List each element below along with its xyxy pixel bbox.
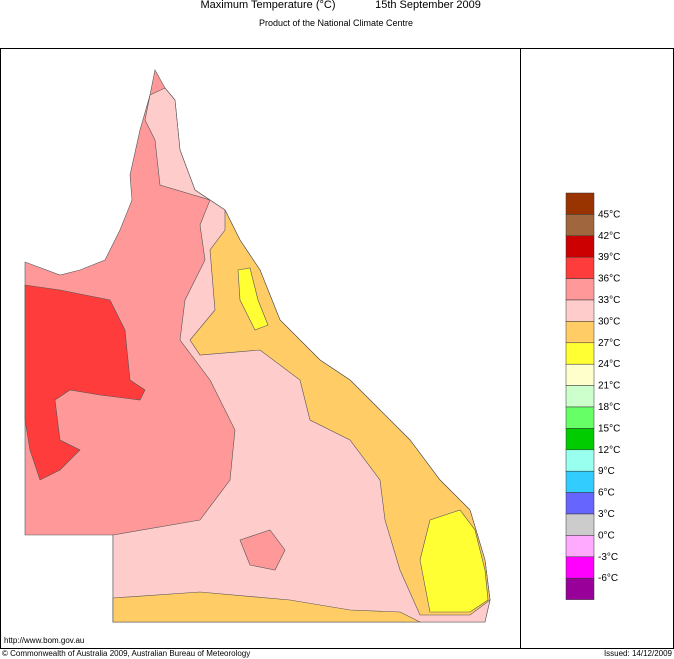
legend-label: 18°C — [598, 402, 620, 413]
legend-label: 45°C — [598, 209, 620, 220]
legend-swatch — [565, 385, 595, 408]
legend-label: 12°C — [598, 445, 620, 456]
legend-swatch — [565, 577, 595, 600]
legend-label: -3°C — [598, 552, 618, 563]
legend-swatch — [565, 192, 595, 215]
legend-label: -6°C — [598, 573, 618, 584]
legend-label: 0°C — [598, 530, 615, 541]
legend-swatch — [565, 321, 595, 344]
legend-label: 30°C — [598, 316, 620, 327]
region-27 — [189, 209, 491, 616]
legend-frame — [520, 48, 674, 649]
region-36 — [24, 284, 146, 481]
legend-label: 3°C — [598, 509, 615, 520]
issued: Issued: 14/12/2009 — [604, 649, 673, 658]
legend-label: 9°C — [598, 466, 615, 477]
map-regions — [24, 69, 491, 623]
legend-label: 21°C — [598, 381, 620, 392]
legend-swatch — [565, 449, 595, 472]
legend-swatch — [565, 278, 595, 301]
legend-label: 15°C — [598, 423, 620, 434]
legend-swatch — [565, 363, 595, 386]
legend-swatch — [565, 299, 595, 322]
legend-swatch — [565, 342, 595, 365]
legend-label: 33°C — [598, 295, 620, 306]
legend-label: 27°C — [598, 338, 620, 349]
legend-label: 42°C — [598, 231, 620, 242]
legend: 45°C 42°C 39°C 36°C 33°C 30°C 27°C 24°C 21°C 18°C… — [565, 192, 620, 600]
legend-swatch — [565, 214, 595, 237]
legend-swatch — [565, 235, 595, 258]
region-33-patch — [239, 529, 286, 571]
legend-swatch — [565, 492, 595, 515]
region-24 — [419, 509, 489, 613]
date: 15th September 2009 — [375, 0, 481, 11]
legend-swatch — [565, 470, 595, 493]
region-24-north — [237, 267, 269, 331]
legend-swatch — [565, 513, 595, 536]
legend-label: 24°C — [598, 359, 620, 370]
copyright: © Commonwealth of Australia 2009, Austra… — [2, 649, 250, 658]
subtitle: Product of the National Climate Centre — [259, 18, 413, 28]
legend-label: 39°C — [598, 252, 620, 263]
legend-swatch — [565, 406, 595, 429]
legend-swatch — [565, 256, 595, 279]
legend-swatch — [565, 428, 595, 451]
legend-label: 6°C — [598, 488, 615, 499]
legend-swatch — [565, 535, 595, 558]
url: http://www.bom.gov.au — [4, 636, 84, 645]
region-27-south — [112, 591, 421, 623]
legend-label: 36°C — [598, 274, 620, 285]
legend-swatch — [565, 556, 595, 579]
title: Maximum Temperature (°C) — [200, 0, 335, 11]
